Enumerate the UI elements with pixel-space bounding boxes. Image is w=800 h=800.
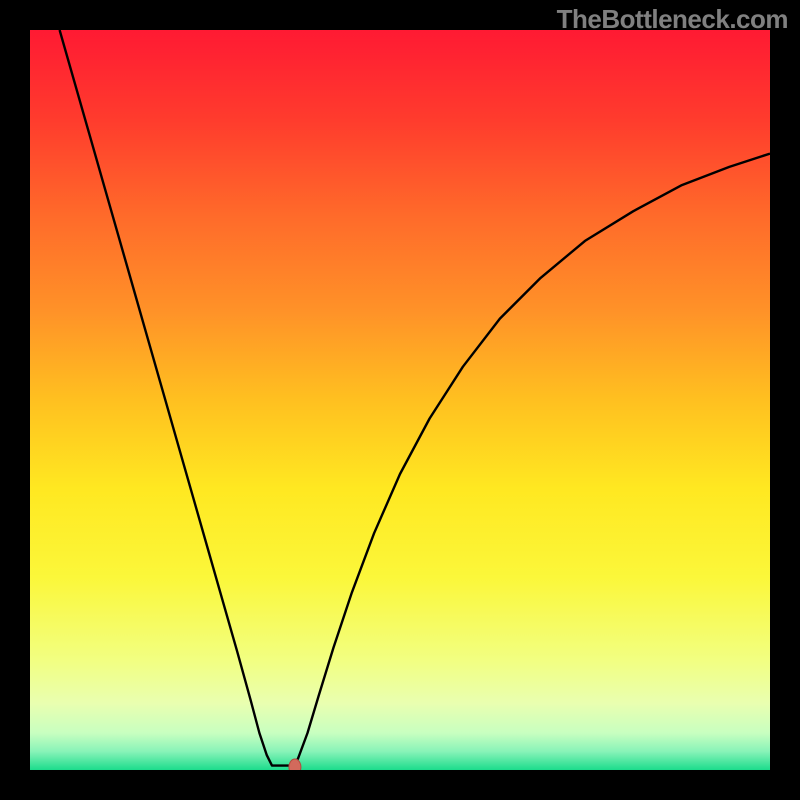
watermark-text: TheBottleneck.com xyxy=(557,4,788,35)
plot-background xyxy=(30,30,770,770)
minimum-marker xyxy=(289,759,301,770)
chart-frame: TheBottleneck.com xyxy=(0,0,800,800)
plot-svg xyxy=(30,30,770,770)
